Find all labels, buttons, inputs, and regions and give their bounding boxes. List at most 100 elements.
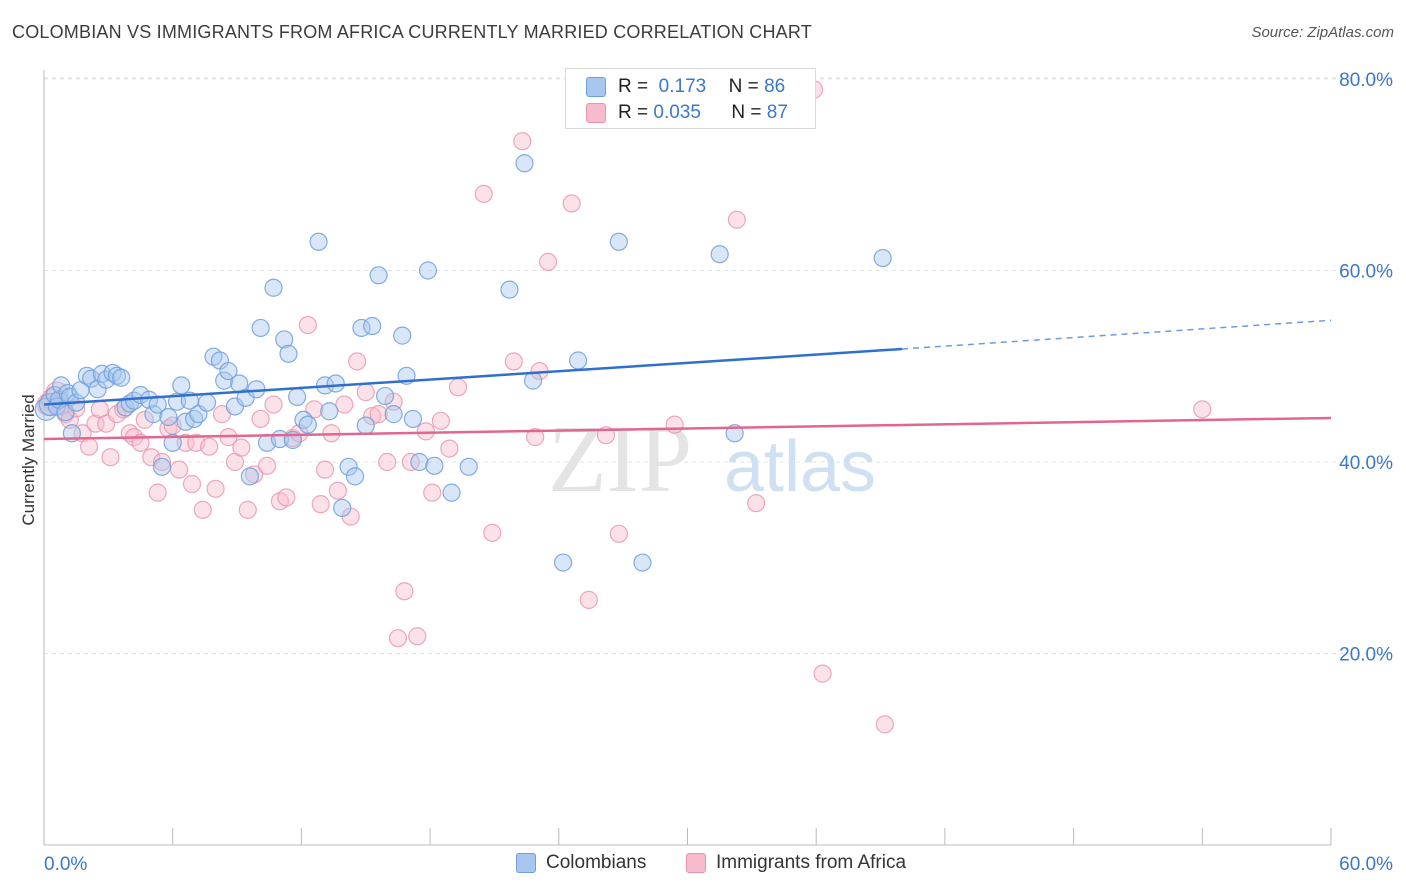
africa-point [513, 132, 532, 151]
y-tick-label: 80.0% [1339, 70, 1393, 91]
africa-point [388, 629, 408, 648]
africa-point [232, 438, 251, 457]
colombian-point [500, 280, 519, 299]
colombian-point [309, 232, 328, 251]
colombian-point [339, 457, 358, 476]
africa-point [562, 194, 581, 213]
africa-point [176, 433, 195, 452]
africa-point [298, 315, 317, 335]
colombian-point [418, 261, 438, 280]
colombian-point [163, 433, 182, 452]
x-tick-label: 60.0% [1339, 854, 1393, 875]
colombian-point [425, 456, 444, 475]
colombian-point [515, 154, 534, 173]
africa-point [609, 524, 628, 543]
colombian-point [375, 386, 395, 406]
africa-point [747, 494, 766, 513]
colombian-point [403, 409, 423, 429]
r-value: 0.035 [653, 102, 701, 123]
colombian-point [393, 326, 412, 345]
colombian-point [873, 248, 892, 268]
legend-label-colombians: Colombians [546, 852, 647, 873]
africa-point [526, 428, 545, 447]
r-label: R = [618, 102, 649, 123]
colombian-trend-extension [901, 319, 1332, 350]
blue-swatch-icon [586, 77, 606, 97]
colombian-point [442, 483, 461, 502]
africa-point [251, 409, 270, 429]
colombian-point [410, 452, 429, 472]
africa-point [328, 481, 347, 500]
colombian-point [275, 330, 294, 349]
africa-point [408, 627, 427, 646]
colombian-point [240, 467, 260, 486]
africa-point [206, 479, 225, 498]
colombian-point [288, 387, 307, 406]
colombian-point [197, 393, 217, 412]
colombian-point [569, 351, 588, 370]
x-tick-label: 0.0% [44, 854, 87, 875]
africa-point [474, 184, 493, 203]
africa-point [875, 715, 894, 734]
africa-point [193, 500, 212, 519]
axes [43, 70, 1332, 846]
africa-point [369, 405, 388, 424]
africa-point [538, 252, 558, 271]
y-tick-label: 60.0% [1339, 262, 1393, 283]
stats-legend-box: R = 0.173 N = 86 R = 0.035 N = 87 [565, 68, 816, 129]
africa-point [665, 415, 684, 434]
colombian-point [363, 316, 382, 336]
y-axis-label: Currently Married [19, 394, 38, 525]
africa-point [101, 448, 120, 467]
tick-labels: 20.0% 40.0% 60.0% 80.0% 0.0% 60.0% [44, 70, 1393, 875]
colombian-point [112, 368, 131, 387]
africa-point [440, 439, 459, 458]
africa-point [311, 495, 330, 514]
africa-point [86, 414, 105, 433]
bottom-legend: Colombians Immigrants from Africa [0, 852, 1406, 878]
africa-point [1193, 400, 1212, 419]
colombian-point [523, 371, 543, 390]
africa-point [238, 500, 257, 519]
colombian-point [97, 370, 116, 389]
y-tick-label: 40.0% [1339, 453, 1393, 474]
colombian-point [264, 278, 283, 297]
watermark: ZIP atlas [548, 405, 876, 512]
watermark-atlas: atlas [724, 427, 876, 507]
africa-trend-line [43, 416, 1332, 441]
africa-point [356, 383, 375, 402]
africa-point [431, 411, 450, 430]
colombian-point [159, 407, 178, 427]
stats-row-colombians: R = 0.173 N = 86 [586, 74, 785, 100]
africa-point [448, 378, 468, 397]
africa-point [257, 456, 277, 475]
n-label: N = [731, 102, 762, 123]
africa-point [423, 483, 442, 502]
colombian-point [459, 457, 478, 476]
pink-swatch-icon [586, 103, 606, 123]
africa-point [200, 437, 219, 456]
colombian-trend-line [43, 347, 903, 406]
r-value: 0.173 [658, 76, 707, 97]
legend-item-colombians[interactable]: Colombians [516, 852, 646, 874]
colombian-point [710, 245, 729, 264]
n-label: N = [728, 76, 759, 97]
africa-point [182, 474, 202, 494]
colombian-point [152, 457, 172, 476]
watermark-zip: ZIP [548, 405, 692, 512]
colombian-point [279, 344, 298, 363]
africa-point [395, 582, 414, 601]
africa-point [335, 395, 354, 414]
colombian-point [172, 376, 191, 395]
gridlines [44, 77, 1392, 654]
africa-point [416, 422, 435, 441]
colombian-point [82, 369, 101, 388]
colombian-points [34, 154, 892, 572]
africa-point [79, 437, 99, 456]
colombian-point [298, 415, 317, 434]
colombian-point [320, 402, 339, 421]
legend-item-africa[interactable]: Immigrants from Africa [686, 852, 906, 874]
colombian-point [140, 390, 159, 409]
colombian-point [609, 232, 628, 251]
